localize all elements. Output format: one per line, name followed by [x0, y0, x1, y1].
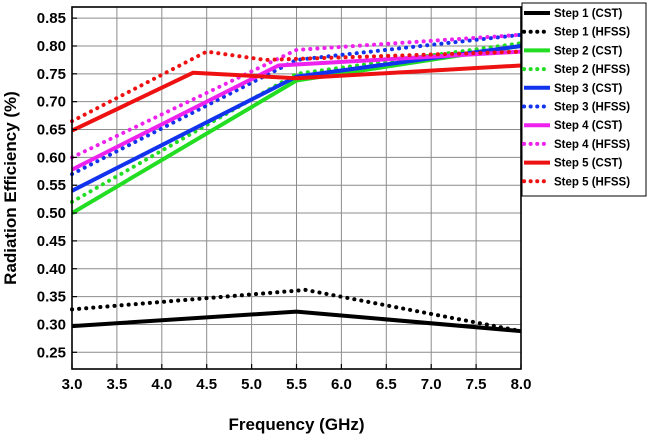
y-tick-label: 0.30 [37, 316, 66, 333]
x-tick-label: 6.0 [331, 376, 352, 393]
y-tick-label: 0.55 [37, 177, 66, 194]
y-tick-label: 0.25 [37, 344, 66, 361]
legend-label: Step 1 (HFSS) [554, 27, 630, 39]
y-tick-label: 0.35 [37, 289, 66, 306]
legend-label: Step 5 (CST) [554, 158, 623, 170]
x-tick-label: 6.5 [376, 376, 397, 393]
legend-label: Step 1 (CST) [554, 8, 623, 20]
grid [71, 7, 522, 369]
series-line-step-5-cst [71, 63, 522, 133]
legend-label: Step 4 (CST) [554, 120, 623, 132]
x-tick-labels: 3.0 3.5 4.0 4.5 5.0 5.5 6.0 6.5 7.0 7.5 8.0 [62, 376, 532, 393]
legend-label: Step 2 (CST) [554, 45, 623, 57]
series-line-step-1-hfss [70, 287, 523, 334]
series-line-step-1-cst [71, 309, 522, 334]
x-tick-label: 3.5 [106, 376, 127, 393]
series-line-step-3-hfss [70, 32, 523, 177]
y-tick-label: 0.50 [37, 205, 66, 222]
legend-label: Step 3 (HFSS) [554, 102, 630, 114]
y-tick-label: 0.45 [37, 233, 66, 250]
x-tick-label: 8.0 [511, 376, 532, 393]
x-tick-label: 7.5 [466, 376, 487, 393]
y-tick-label: 0.85 [37, 10, 66, 27]
series-line-step-2-hfss [70, 41, 523, 204]
y-tick-label: 0.70 [37, 94, 66, 111]
y-tick-label: 0.60 [37, 149, 66, 166]
legend-label: Step 2 (HFSS) [554, 64, 630, 76]
y-tick-label: 0.40 [37, 261, 66, 278]
legend-label: Step 3 (CST) [554, 83, 623, 95]
x-tick-label: 5.5 [286, 376, 307, 393]
y-tick-labels: 0.25 0.30 0.35 0.40 0.45 0.50 0.55 0.60 0.65 0.70… [37, 10, 66, 361]
x-tick-label: 3.0 [62, 376, 83, 393]
x-tick-label: 4.0 [151, 376, 172, 393]
ticks [71, 17, 522, 369]
series-line-step-4-hfss [70, 32, 523, 160]
legend-label: Step 4 (HFSS) [554, 139, 630, 151]
x-axis-title: Frequency (GHz) [228, 415, 364, 434]
legend-label: Step 5 (HFSS) [554, 176, 630, 188]
y-tick-label: 0.65 [37, 122, 66, 139]
series-line-step-4-cst [71, 49, 522, 172]
x-tick-label: 7.0 [421, 376, 442, 393]
series-layer [70, 32, 523, 334]
y-tick-label: 0.80 [37, 38, 66, 55]
y-axis-title: Radiation Efficiency (%) [1, 91, 20, 285]
x-tick-label: 4.5 [196, 376, 217, 393]
legend: Step 1 (CST) Step 1 (HFSS) Step 2 (CST) Ste… [521, 2, 647, 197]
y-tick-label: 0.75 [37, 66, 66, 83]
x-tick-label: 5.0 [241, 376, 262, 393]
